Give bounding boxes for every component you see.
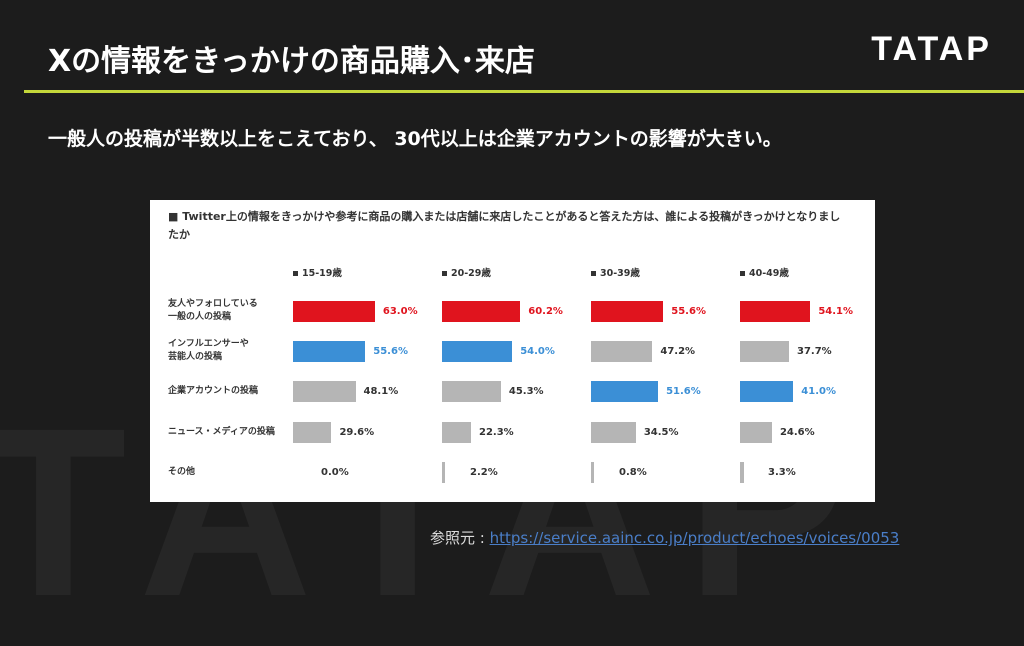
data-label: 63.0% bbox=[382, 306, 418, 317]
page-title: Xの情報をきっかけの商品購入･来店 bbox=[48, 44, 535, 79]
category-label: その他 bbox=[168, 467, 196, 477]
bar bbox=[442, 341, 513, 362]
data-label: 55.6% bbox=[671, 306, 706, 317]
data-label: 47.2% bbox=[660, 346, 696, 357]
bar bbox=[442, 301, 521, 322]
bar bbox=[442, 422, 471, 443]
data-label: 45.3% bbox=[508, 386, 544, 397]
bar bbox=[293, 422, 332, 443]
bar bbox=[740, 301, 811, 322]
data-label: 41.0% bbox=[801, 386, 836, 397]
data-label: 55.6% bbox=[373, 346, 408, 357]
bar bbox=[442, 462, 445, 483]
bar bbox=[591, 301, 664, 322]
chart-panel: ■ Twitter上の情報をきっかけや参考に商品の購入または店舗に来店したことが… bbox=[150, 200, 875, 502]
slide-subtitle: 一般人の投稿が半数以上をこえており、 30代以上は企業アカウントの影響が大きい。 bbox=[48, 128, 782, 150]
data-label: 0.8% bbox=[619, 467, 647, 478]
data-label: 3.3% bbox=[768, 467, 796, 478]
data-label: 2.2% bbox=[470, 467, 498, 478]
series-label: 15-19歳 bbox=[293, 265, 342, 279]
data-label: 51.6% bbox=[666, 386, 701, 397]
reference: 参照元 : https://service.aainc.co.jp/produc… bbox=[430, 527, 899, 548]
brand-logo: TATAP bbox=[871, 30, 992, 68]
series-label: 30-39歳 bbox=[591, 265, 640, 279]
category-label: ニュース・メディアの投稿 bbox=[168, 427, 275, 437]
data-label: 0.0% bbox=[321, 467, 349, 478]
bar bbox=[442, 381, 501, 402]
bar bbox=[293, 341, 366, 362]
data-label: 54.1% bbox=[818, 306, 854, 317]
series-label: 40-49歳 bbox=[740, 265, 789, 279]
data-label: 37.7% bbox=[797, 346, 832, 357]
bar bbox=[740, 381, 794, 402]
bar bbox=[740, 462, 745, 483]
category-label: 友人やフォロしている 一般の人の投稿 bbox=[168, 299, 258, 322]
bar bbox=[591, 381, 659, 402]
reference-link[interactable]: https://service.aainc.co.jp/product/echo… bbox=[489, 529, 900, 547]
category-label: インフルエンサーや 芸能人の投稿 bbox=[168, 339, 249, 362]
bar bbox=[293, 381, 356, 402]
bar bbox=[591, 462, 594, 483]
bar bbox=[591, 422, 636, 443]
bar bbox=[740, 422, 772, 443]
bar bbox=[591, 341, 653, 362]
data-label: 34.5% bbox=[643, 427, 679, 438]
category-label: 企業アカウントの投稿 bbox=[168, 386, 259, 396]
data-label: 24.6% bbox=[779, 427, 815, 438]
bar bbox=[293, 301, 375, 322]
data-label: 54.0% bbox=[520, 346, 555, 357]
data-label: 60.2% bbox=[528, 306, 563, 317]
header-divider bbox=[24, 90, 1024, 93]
data-label: 29.6% bbox=[339, 427, 375, 438]
reference-label: 参照元 : bbox=[430, 529, 490, 547]
chart-title: ■ Twitter上の情報をきっかけや参考に商品の購入または店舗に来店したことが… bbox=[168, 210, 841, 241]
series-label: 20-29歳 bbox=[442, 265, 491, 279]
bar bbox=[740, 341, 789, 362]
data-label: 22.3% bbox=[478, 427, 514, 438]
data-label: 48.1% bbox=[363, 386, 399, 397]
